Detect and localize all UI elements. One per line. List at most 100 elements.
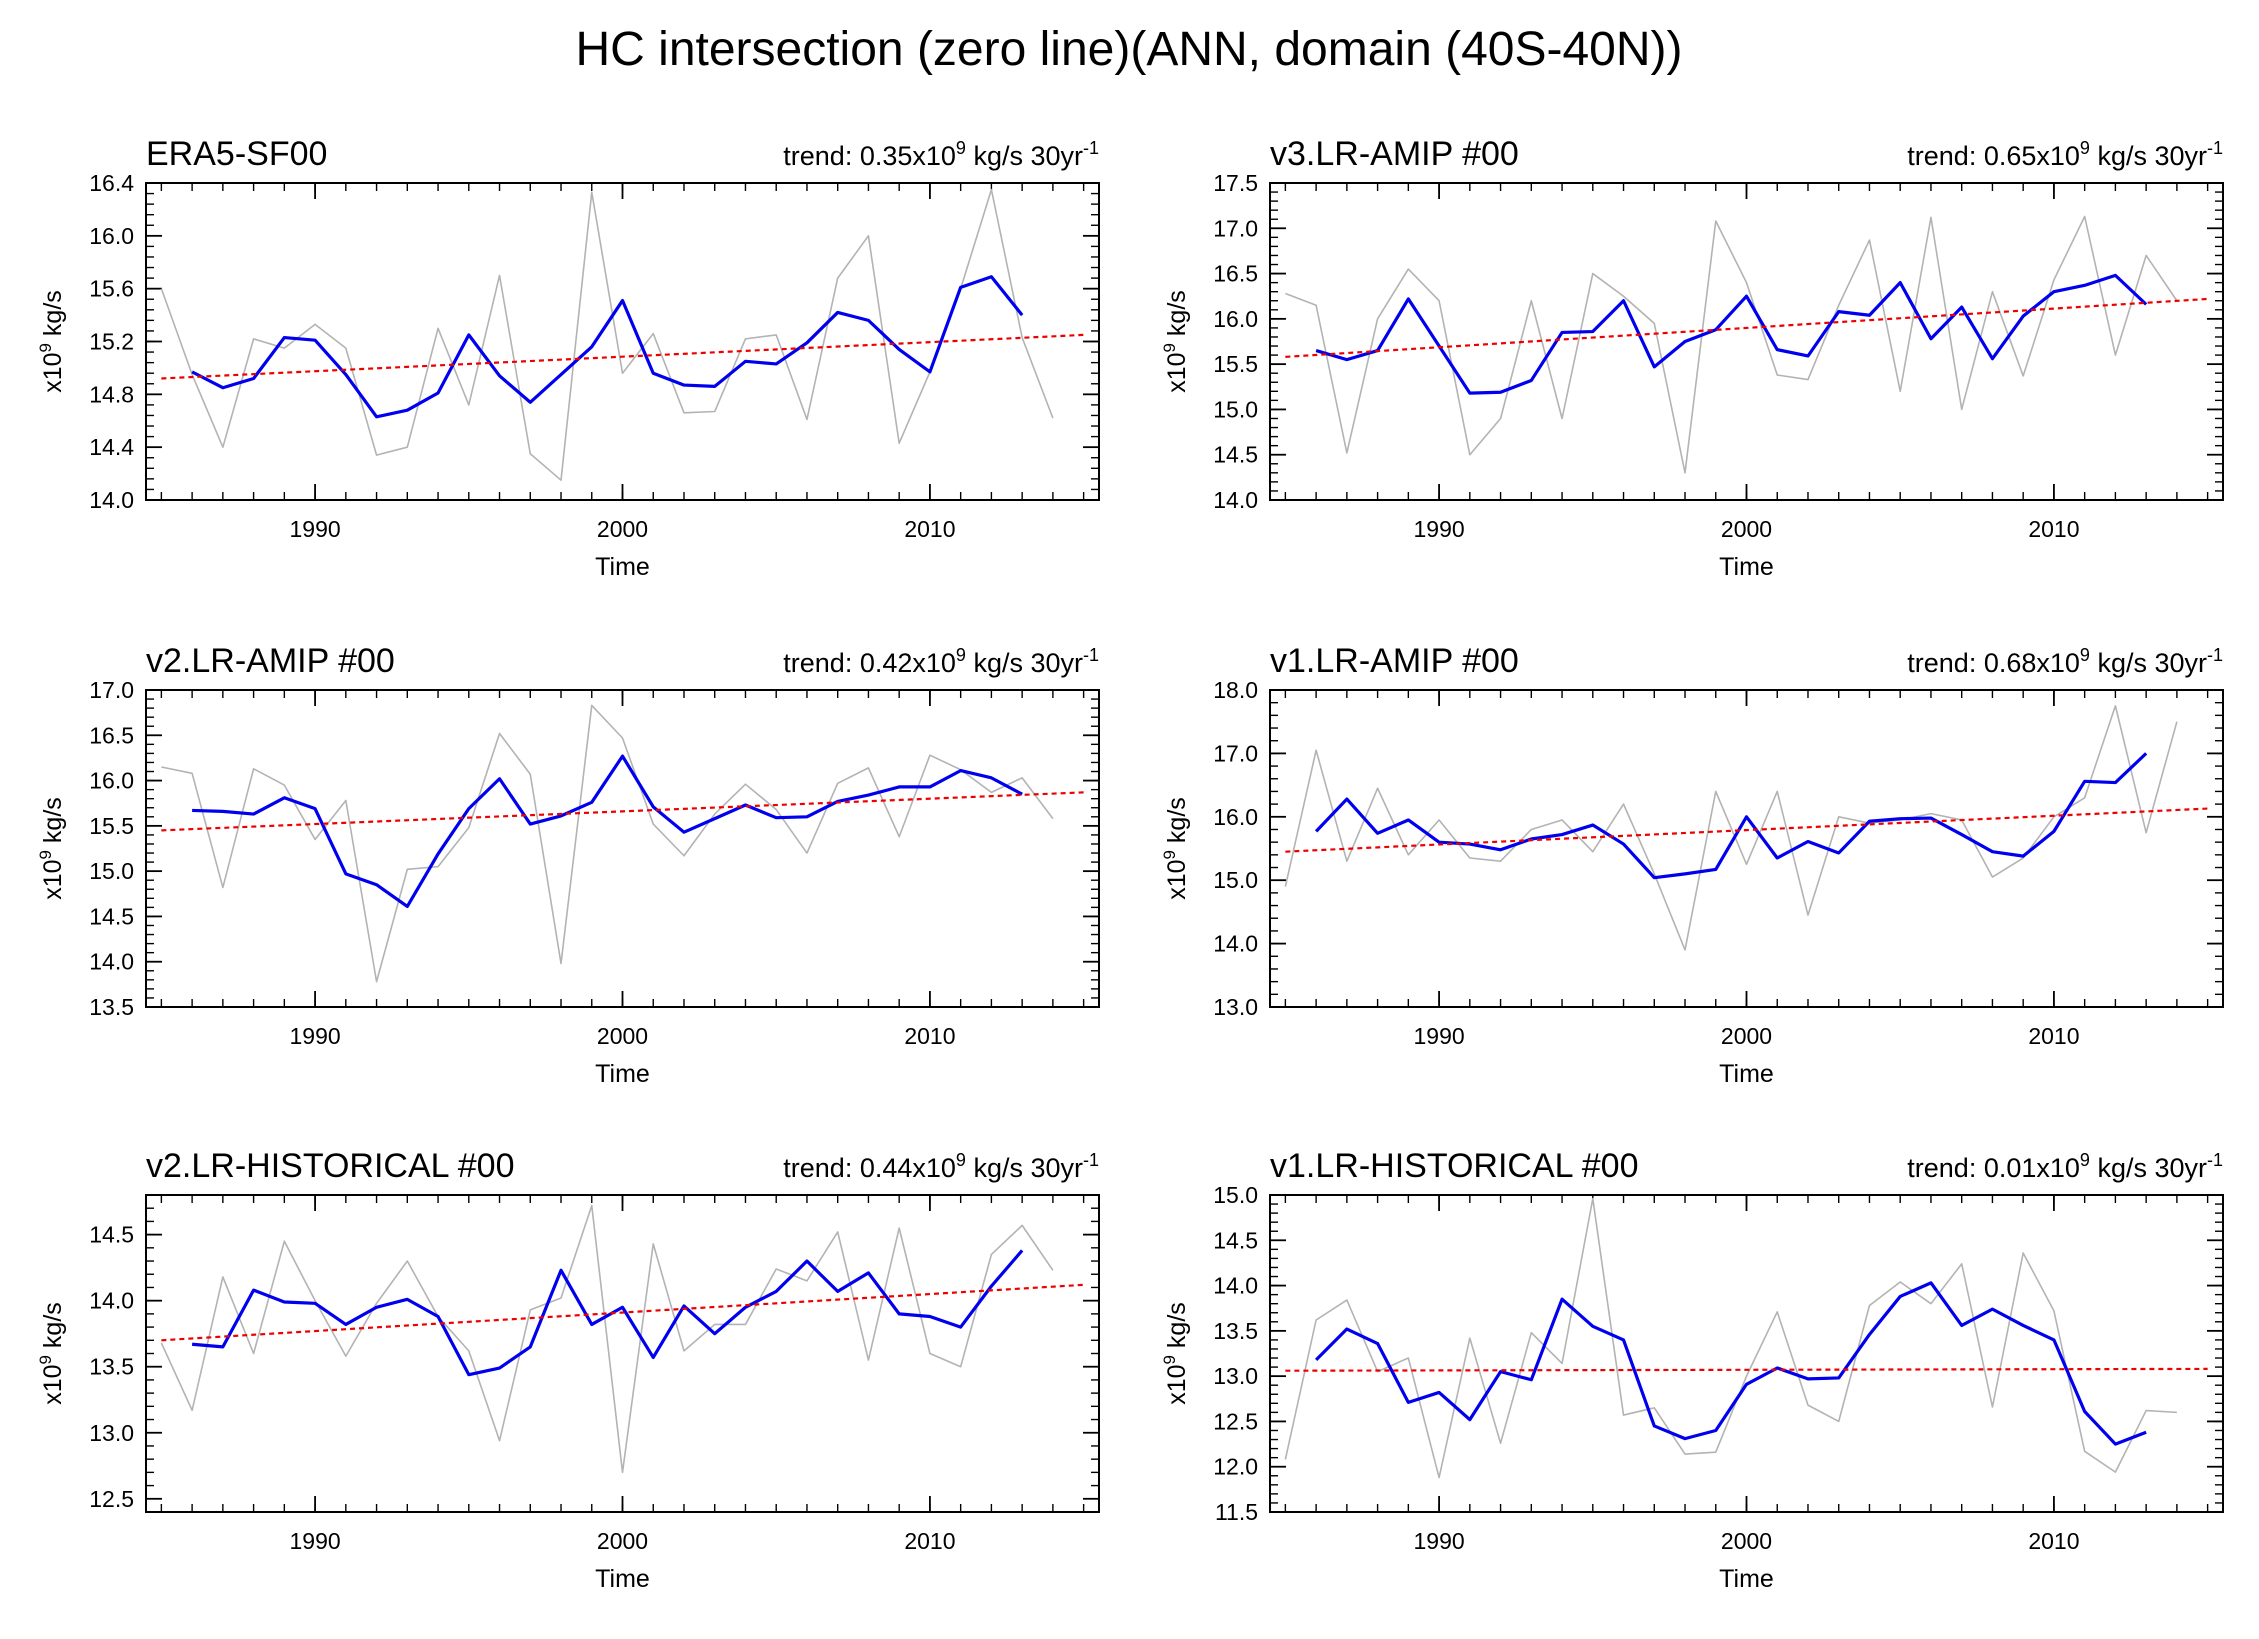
- series-smoothed-line: [191, 275, 1024, 419]
- minor-ticks: [1270, 182, 2223, 501]
- trend-exponent: 9: [2080, 645, 2090, 665]
- y-tick-label: 15.5: [1213, 351, 1258, 377]
- y-tick-label: 12.0: [1213, 1454, 1258, 1480]
- y-tick-label: 14.0: [89, 487, 134, 513]
- series-annual-line: [160, 1204, 1054, 1474]
- trend-exponent: 9: [2080, 1150, 2090, 1170]
- y-label-prefix: x10: [1163, 1364, 1191, 1404]
- y-tick-label: 11.5: [1215, 1499, 1258, 1525]
- y-tick-label: 16.4: [89, 170, 134, 196]
- trend-exponent: 9: [2080, 138, 2090, 158]
- trend-exponent: 9: [956, 645, 966, 665]
- panel-title: v1.LR-HISTORICAL #00: [1270, 1147, 1638, 1185]
- major-ticks: [1270, 689, 2223, 1008]
- trend-exponent-yr: -1: [1083, 1150, 1099, 1170]
- x-axis-label: Time: [1719, 1060, 1774, 1088]
- y-label-exponent: 9: [36, 850, 55, 859]
- x-axis-label: Time: [595, 1565, 650, 1593]
- chart-panel-5: v2.LR-HISTORICAL #00 trend: 0.44x109 kg/s…: [36, 1147, 1100, 1593]
- trend-line: [1285, 1367, 2208, 1372]
- series-annual-line: [1284, 1197, 2177, 1479]
- trend-annotation: trend: 0.44x109 kg/s 30yr-1: [783, 1150, 1099, 1183]
- trend-prefix: trend: 0.35x10: [783, 141, 956, 171]
- y-axis-label: x109 kg/s: [1160, 797, 1191, 900]
- y-label-prefix: x10: [39, 1364, 67, 1404]
- y-tick-label: 14.0: [1213, 487, 1258, 513]
- x-tick-label: 1990: [289, 1023, 340, 1049]
- chart-panel-6: v1.LR-HISTORICAL #00 trend: 0.01x109 kg/s…: [1160, 1147, 2224, 1593]
- y-label-suffix: kg/s: [1163, 290, 1191, 343]
- x-tick-label: 2000: [597, 516, 648, 542]
- series-smoothed-line: [1314, 752, 2148, 880]
- y-label-exponent: 9: [36, 1355, 55, 1364]
- y-tick-label: 15.0: [89, 858, 134, 884]
- major-ticks: [1270, 182, 2223, 501]
- x-tick-label: 2010: [2028, 1023, 2079, 1049]
- x-axis-label: Time: [1719, 1565, 1774, 1593]
- y-tick-label: 14.5: [89, 1222, 134, 1248]
- plot-frame: [145, 1194, 1100, 1513]
- trend-line: [1285, 807, 2208, 853]
- x-axis-label: Time: [595, 1060, 650, 1088]
- figure-title: HC intersection (zero line)(ANN, domain …: [575, 23, 1682, 76]
- plot-frame: [1269, 182, 2224, 501]
- y-tick-label: 15.0: [1213, 867, 1258, 893]
- y-tick-label: 17.0: [1213, 740, 1258, 766]
- y-tick-label: 14.0: [89, 949, 134, 975]
- y-tick-label: 12.5: [89, 1486, 134, 1512]
- y-label-exponent: 9: [36, 343, 55, 352]
- panel-title: v1.LR-AMIP #00: [1270, 642, 1519, 680]
- trend-suffix: kg/s 30yr: [966, 1153, 1083, 1183]
- y-label-prefix: x10: [1163, 352, 1191, 392]
- x-tick-label: 1990: [1413, 1528, 1464, 1554]
- trend-exponent-yr: -1: [1083, 645, 1099, 665]
- chart-panel-4: v1.LR-AMIP #00 trend: 0.68x109 kg/s 30yr-…: [1160, 642, 2224, 1088]
- series-smoothed-line: [191, 1249, 1024, 1377]
- y-tick-label: 16.0: [89, 223, 134, 249]
- y-label-prefix: x10: [39, 859, 67, 899]
- x-tick-label: 2010: [904, 1528, 955, 1554]
- y-tick-label: 13.5: [89, 1354, 134, 1380]
- y-tick-label: 16.0: [1213, 306, 1258, 332]
- x-tick-label: 1990: [1413, 516, 1464, 542]
- y-tick-label: 16.0: [89, 768, 134, 794]
- major-ticks: [146, 689, 1099, 1008]
- minor-ticks: [1270, 1194, 2223, 1513]
- y-tick-label: 14.5: [1213, 442, 1258, 468]
- trend-exponent-yr: -1: [2207, 138, 2223, 158]
- y-tick-label: 13.5: [1213, 1318, 1258, 1344]
- y-tick-label: 18.0: [1213, 677, 1258, 703]
- trend-annotation: trend: 0.35x109 kg/s 30yr-1: [783, 138, 1099, 171]
- y-tick-label: 13.0: [1213, 994, 1258, 1020]
- y-tick-label: 16.5: [1213, 261, 1258, 287]
- y-tick-label: 17.0: [1213, 215, 1258, 241]
- y-axis-label: x109 kg/s: [36, 290, 67, 393]
- trend-exponent: 9: [956, 138, 966, 158]
- y-tick-label: 16.0: [1213, 804, 1258, 830]
- minor-ticks: [146, 1194, 1099, 1513]
- y-tick-label: 13.0: [1213, 1363, 1258, 1389]
- x-tick-label: 2000: [1721, 1023, 1772, 1049]
- trend-exponent: 9: [956, 1150, 966, 1170]
- x-tick-label: 1990: [289, 516, 340, 542]
- plot-frame: [1269, 1194, 2224, 1513]
- panel-title: v2.LR-HISTORICAL #00: [146, 1147, 514, 1185]
- y-tick-label: 13.0: [89, 1420, 134, 1446]
- panel-title: ERA5-SF00: [146, 135, 327, 173]
- y-label-prefix: x10: [39, 352, 67, 392]
- y-tick-label: 15.6: [89, 276, 134, 302]
- y-tick-label: 14.0: [1213, 931, 1258, 957]
- x-tick-label: 2010: [904, 1023, 955, 1049]
- x-tick-label: 2000: [597, 1528, 648, 1554]
- y-label-prefix: x10: [1163, 859, 1191, 899]
- series-smoothed-line: [1314, 1281, 2147, 1446]
- y-tick-label: 17.0: [89, 677, 134, 703]
- trend-exponent-yr: -1: [2207, 645, 2223, 665]
- major-ticks: [146, 182, 1099, 501]
- major-ticks: [146, 1195, 1099, 1512]
- y-tick-label: 15.0: [1213, 1182, 1258, 1208]
- trend-annotation: trend: 0.65x109 kg/s 30yr-1: [1907, 138, 2223, 171]
- trend-annotation: trend: 0.01x109 kg/s 30yr-1: [1907, 1150, 2223, 1183]
- trend-prefix: trend: 0.44x10: [783, 1153, 956, 1183]
